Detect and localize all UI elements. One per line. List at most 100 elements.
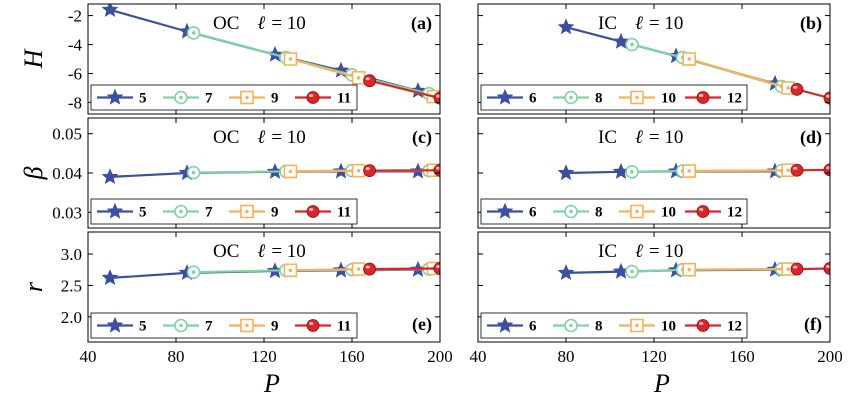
panel-annotation: OC ℓ = 10 xyxy=(213,13,306,34)
legend: 5 7 9 11 xyxy=(90,198,358,225)
data-point-9 xyxy=(283,263,298,278)
legend-entry-5: 5 xyxy=(97,202,147,221)
legend-entry-8: 8 xyxy=(553,319,603,335)
plot-area xyxy=(557,162,830,181)
data-point-8 xyxy=(625,165,639,179)
legend-label: 10 xyxy=(661,91,676,107)
data-point-10 xyxy=(682,262,697,277)
x-tick-label: 40 xyxy=(470,347,487,366)
panel-label: (d) xyxy=(800,127,822,148)
data-point-10 xyxy=(682,52,697,66)
panel-f: IC ℓ = 10 (f) 6 8 10 12 xyxy=(477,231,831,343)
legend-marker-12 xyxy=(696,319,710,332)
legend-entry-9: 9 xyxy=(229,205,279,221)
legend-entry-10: 10 xyxy=(619,319,676,335)
legend-marker-11 xyxy=(306,319,320,332)
legend-marker-9 xyxy=(240,90,254,105)
data-point-8 xyxy=(625,37,639,52)
panel-a: -2 -4 -6 -8 H OC ℓ = 10 (a) 5 7 9 11 xyxy=(19,3,441,115)
series-line-10 xyxy=(688,57,789,89)
legend-entry-11: 11 xyxy=(295,91,351,107)
legend-marker-6 xyxy=(496,202,514,219)
series-line-10 xyxy=(689,268,789,271)
y-tick-label: -4 xyxy=(68,36,83,55)
panel-e: 2.0 2.5 3.0 r OC ℓ = 10 (e) 5 7 9 11 xyxy=(19,231,441,343)
legend-entry-5: 5 xyxy=(97,316,147,335)
y-tick-label: -8 xyxy=(68,93,82,112)
data-point-11 xyxy=(433,91,440,105)
data-point-6 xyxy=(557,264,575,280)
data-point-7 xyxy=(186,265,201,280)
x-tick-label: 160 xyxy=(339,347,365,366)
series-line-11 xyxy=(369,267,440,271)
legend-marker-9 xyxy=(240,318,254,333)
legend: 6 8 10 12 xyxy=(480,312,748,339)
y-tick-label: -6 xyxy=(68,64,82,83)
series-line-11 xyxy=(369,79,440,100)
data-point-6 xyxy=(612,32,630,49)
legend-marker-8 xyxy=(564,204,578,219)
y-tick-label: 0.03 xyxy=(52,203,82,222)
legend-marker-5 xyxy=(106,316,124,333)
legend-label: 6 xyxy=(529,319,537,335)
data-point-5 xyxy=(101,4,119,17)
y-axis-label: β xyxy=(19,166,48,180)
legend: 6 8 10 12 xyxy=(480,84,748,111)
legend-label: 11 xyxy=(337,319,351,335)
data-point-12 xyxy=(823,91,830,105)
panel-b: IC ℓ = 10 (b) 6 8 10 12 xyxy=(477,3,831,115)
legend-marker-6 xyxy=(496,316,514,333)
panel-label: (a) xyxy=(411,13,432,34)
legend-entry-12: 12 xyxy=(685,91,742,107)
data-point-5 xyxy=(101,269,119,285)
legend-marker-5 xyxy=(106,202,124,219)
panel-annotation: OC ℓ = 10 xyxy=(213,241,306,262)
legend-label: 8 xyxy=(595,319,603,335)
legend-entry-6: 6 xyxy=(487,202,537,221)
legend-entry-7: 7 xyxy=(163,91,213,107)
legend-entry-12: 12 xyxy=(685,319,742,335)
legend-marker-9 xyxy=(240,204,254,219)
legend-marker-7 xyxy=(174,318,188,333)
data-point-11 xyxy=(363,164,377,178)
x-tick-label: 200 xyxy=(427,347,453,366)
x-tick-label: 200 xyxy=(817,347,843,366)
plot-area xyxy=(101,260,440,285)
legend-entry-6: 6 xyxy=(487,88,537,107)
legend-marker-7 xyxy=(174,90,188,105)
legend-label: 9 xyxy=(271,319,279,335)
legend-entry-5: 5 xyxy=(97,88,147,107)
legend-entry-10: 10 xyxy=(619,91,676,107)
panel-label: (b) xyxy=(800,13,822,34)
legend-label: 5 xyxy=(139,319,147,335)
legend-entry-12: 12 xyxy=(685,205,742,221)
data-point-9 xyxy=(351,71,366,85)
y-tick-label: -2 xyxy=(68,7,82,26)
panel-label: (f) xyxy=(804,314,822,335)
legend-entry-6: 6 xyxy=(487,316,537,335)
panel-annotation: IC ℓ = 10 xyxy=(598,241,683,262)
legend-label: 5 xyxy=(139,205,147,221)
y-axis-label: r xyxy=(19,281,48,292)
x-tick-label: 80 xyxy=(168,347,185,366)
data-point-12 xyxy=(790,82,804,96)
legend-entry-11: 11 xyxy=(295,205,351,221)
legend-entry-8: 8 xyxy=(553,205,603,221)
data-point-10 xyxy=(682,164,697,178)
data-point-11 xyxy=(363,74,377,88)
data-point-9 xyxy=(283,52,298,66)
legend-marker-11 xyxy=(306,91,320,104)
legend-marker-5 xyxy=(106,88,124,105)
panel-d: IC ℓ = 10 (d) 6 8 10 12 xyxy=(477,117,831,229)
legend-marker-8 xyxy=(564,318,578,333)
data-point-8 xyxy=(625,264,639,279)
legend-label: 8 xyxy=(595,205,603,221)
legend-label: 12 xyxy=(727,205,742,221)
legend-entry-9: 9 xyxy=(229,91,279,107)
legend-label: 10 xyxy=(661,205,676,221)
data-point-7 xyxy=(186,26,201,40)
plot-area xyxy=(101,4,440,105)
plot-area xyxy=(101,162,440,185)
legend-label: 7 xyxy=(205,205,213,221)
panel-label: (c) xyxy=(412,127,432,148)
